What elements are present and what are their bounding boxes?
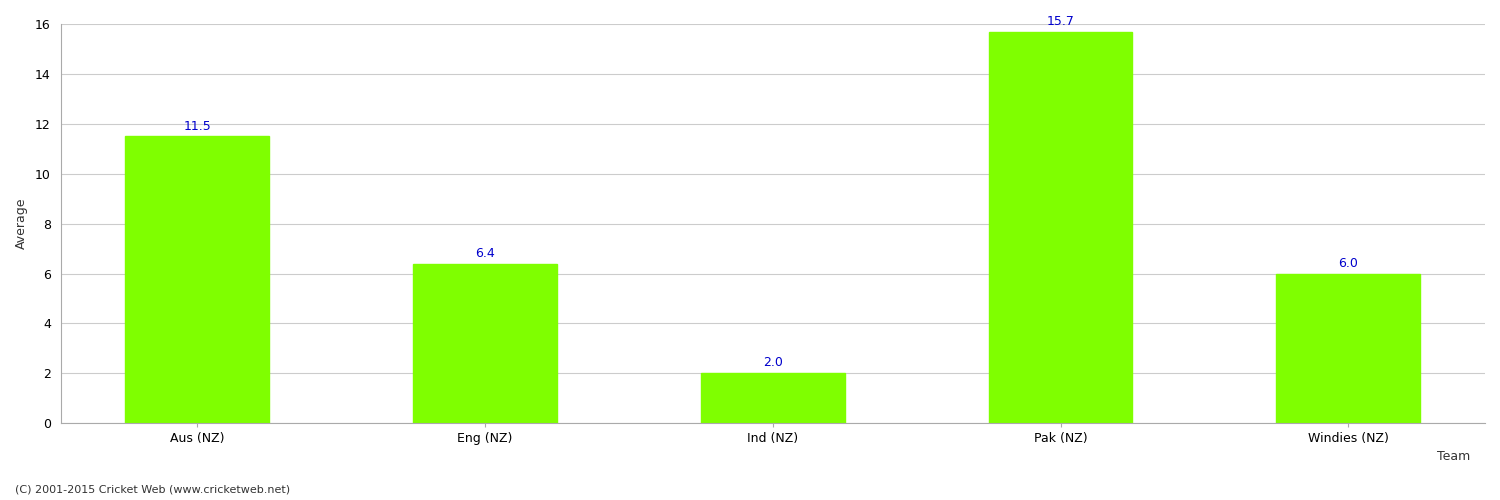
Bar bbox=[126, 136, 268, 423]
Bar bbox=[700, 373, 844, 423]
Text: 11.5: 11.5 bbox=[183, 120, 211, 133]
Bar bbox=[413, 264, 556, 423]
Text: Team: Team bbox=[1437, 450, 1470, 463]
Text: 2.0: 2.0 bbox=[764, 356, 783, 370]
Text: (C) 2001-2015 Cricket Web (www.cricketweb.net): (C) 2001-2015 Cricket Web (www.cricketwe… bbox=[15, 485, 290, 495]
Bar bbox=[988, 32, 1132, 423]
Text: 6.4: 6.4 bbox=[476, 247, 495, 260]
Bar bbox=[1276, 274, 1420, 423]
Text: 6.0: 6.0 bbox=[1338, 257, 1358, 270]
Y-axis label: Average: Average bbox=[15, 198, 28, 250]
Text: 15.7: 15.7 bbox=[1047, 15, 1074, 28]
